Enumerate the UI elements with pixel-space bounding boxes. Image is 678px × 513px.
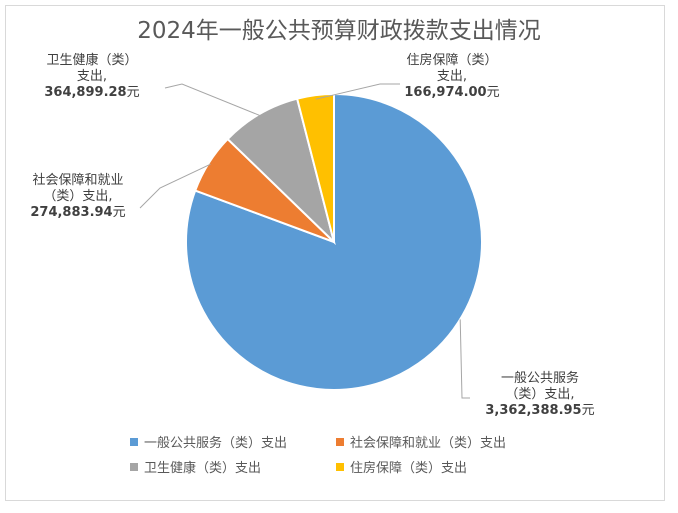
data-label-value: 166,974.00 <box>404 85 486 100</box>
data-label-social-security: 社会保障和就业（类）支出, 274,883.94元 <box>30 172 125 220</box>
legend-item-health: 卫生健康（类）支出 <box>130 460 261 476</box>
data-label-line: 支出, <box>437 69 467 84</box>
data-label-line: 卫生健康（类） <box>46 52 137 68</box>
data-label-line: （类）支出, <box>505 387 574 402</box>
legend-item-housing: 住房保障（类）支出 <box>336 460 467 476</box>
legend-item-social-security: 社会保障和就业（类）支出 <box>336 435 506 451</box>
legend-label: 社会保障和就业（类）支出 <box>350 435 506 451</box>
data-label-value: 3,362,388.95 <box>485 403 581 418</box>
legend-swatch <box>336 438 344 446</box>
data-label-line: 支出, <box>77 69 107 84</box>
chart-title: 2024年一般公共预算财政拨款支出情况 <box>137 18 541 44</box>
data-label-line: 社会保障和就业 <box>32 172 123 188</box>
legend-label: 一般公共服务（类）支出 <box>144 435 287 451</box>
data-label-health: 卫生健康（类）支出, 364,899.28元 <box>44 52 139 100</box>
data-label-value: 274,883.94 <box>30 205 112 220</box>
leader-line-social-security <box>139 163 211 209</box>
data-label-line: 一般公共服务 <box>501 370 579 386</box>
leader-line-general-public-services <box>459 319 470 399</box>
leader-line-health <box>164 83 261 117</box>
legend-swatch <box>336 463 344 471</box>
legend-item-general-public-services: 一般公共服务（类）支出 <box>130 435 287 451</box>
data-label-housing: 住房保障（类）支出, 166,974.00元 <box>404 52 499 100</box>
leader-line-housing <box>315 83 400 100</box>
data-label-unit: 元 <box>113 205 126 220</box>
data-label-unit: 元 <box>487 85 500 100</box>
legend-swatch <box>130 463 138 471</box>
data-label-line: （类）支出, <box>43 189 112 204</box>
legend-label: 住房保障（类）支出 <box>350 460 467 476</box>
legend-swatch <box>130 438 138 446</box>
pie-slice-health <box>226 97 336 246</box>
data-label-value: 364,899.28 <box>44 85 126 100</box>
legend-label: 卫生健康（类）支出 <box>144 460 261 476</box>
data-label-general-public-services: 一般公共服务（类）支出, 3,362,388.95元 <box>485 370 594 418</box>
data-label-unit: 元 <box>582 403 595 418</box>
data-label-unit: 元 <box>127 85 140 100</box>
data-label-line: 住房保障（类） <box>406 52 497 68</box>
pie-slice-housing <box>295 92 335 243</box>
